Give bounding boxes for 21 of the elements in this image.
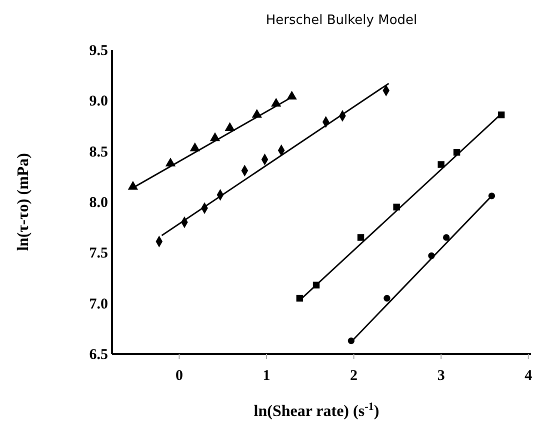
x-tick-label: 2 [350,368,358,384]
chart-title: Herschel Bulkely Model [266,13,418,28]
point [442,234,450,241]
y-tick-label: 6.5 [89,347,108,363]
point [393,204,400,210]
x-tick-label: 4 [524,368,533,384]
x-tick-label: 0 [175,368,183,384]
point [357,234,364,241]
y-tick-label: 9.0 [89,94,108,110]
x-tick-label: 1 [262,368,270,384]
point [224,122,235,131]
x-axis-title: ln(Shear rate) (s$^{-1}$) [254,401,380,420]
x-tick-label: 3 [437,368,445,384]
y-tick-label: 9.5 [89,43,108,59]
y-tick-label: 7.0 [89,296,108,312]
point [438,161,444,168]
y-tick-label: 8.0 [89,195,108,211]
y-tick-label: 8.5 [89,144,108,160]
y-axis-title: ln(τ-τo) (mPa) [15,153,32,251]
point [384,294,390,302]
y-tick-label: 7.5 [89,246,108,262]
